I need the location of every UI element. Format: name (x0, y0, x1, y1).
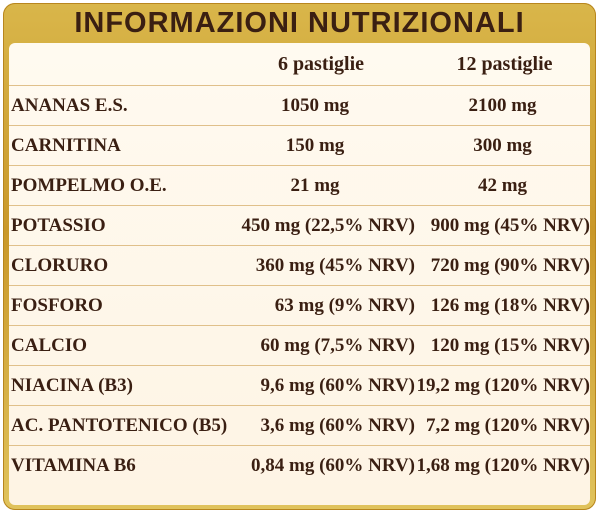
nutrition-panel: INFORMAZIONI NUTRIZIONALI 6 pastiglie 12… (3, 3, 596, 510)
nutrition-table: 6 pastiglie 12 pastiglie ANANAS E.S. 1050… (9, 43, 590, 505)
table-row: NIACINA (B3) 9,6 mg (60% NRV) 19,2 mg (120… (9, 365, 590, 405)
value-12-pastiglie: 7,2 mg (120% NRV) (426, 415, 590, 436)
table-row: VITAMINA B6 0,84 mg (60% NRV) 1,68 mg (120… (9, 445, 590, 485)
value-6-pastiglie: 9,6 mg (60% NRV) (260, 375, 415, 396)
value-12-pastiglie: 300 mg (473, 135, 532, 156)
table-row: FOSFORO 63 mg (9% NRV) 126 mg (18% NRV) (9, 285, 590, 325)
column-header-12-pastiglie: 12 pastiglie (456, 53, 553, 75)
table-row: AC. PANTOTENICO (B5) 3,6 mg (60% NRV) 7,2 … (9, 405, 590, 445)
value-12-pastiglie: 126 mg (18% NRV) (430, 295, 590, 316)
nutrient-name: CLORURO (11, 255, 109, 276)
value-12-pastiglie: 720 mg (90% NRV) (430, 255, 590, 276)
nutrient-name: AC. PANTOTENICO (B5) (11, 415, 228, 436)
table-header: 6 pastiglie 12 pastiglie (9, 43, 590, 85)
table-row: POTASSIO 450 mg (22,5% NRV) 900 mg (45% NR… (9, 205, 590, 245)
value-6-pastiglie: 63 mg (9% NRV) (274, 295, 415, 316)
value-6-pastiglie: 360 mg (45% NRV) (255, 255, 415, 276)
value-12-pastiglie: 42 mg (477, 175, 528, 196)
value-6-pastiglie: 150 mg (285, 135, 345, 156)
table-row: ANANAS E.S. 1050 mg 2100 mg (9, 85, 590, 125)
nutrient-name: ANANAS E.S. (11, 95, 128, 116)
value-6-pastiglie: 60 mg (7,5% NRV) (260, 335, 415, 356)
table-row: CARNITINA 150 mg 300 mg (9, 125, 590, 165)
value-12-pastiglie: 120 mg (15% NRV) (430, 335, 590, 356)
value-12-pastiglie: 900 mg (45% NRV) (430, 215, 590, 236)
value-12-pastiglie: 1,68 mg (120% NRV) (416, 455, 590, 476)
panel-title: INFORMAZIONI NUTRIZIONALI (74, 6, 525, 39)
value-6-pastiglie: 3,6 mg (60% NRV) (260, 415, 415, 436)
value-6-pastiglie: 450 mg (22,5% NRV) (241, 215, 415, 236)
table-body: ANANAS E.S. 1050 mg 2100 mg CARNITINA 150 mg… (9, 85, 590, 485)
nutrient-name: VITAMINA B6 (11, 455, 136, 476)
nutrient-name: POMPELMO O.E. (11, 175, 167, 196)
nutrient-name: CARNITINA (11, 135, 121, 156)
nutrient-name: POTASSIO (11, 215, 106, 236)
nutrient-name: NIACINA (B3) (11, 375, 133, 396)
value-6-pastiglie: 1050 mg (280, 95, 350, 116)
value-12-pastiglie: 19,2 mg (120% NRV) (416, 375, 590, 396)
nutrient-name: FOSFORO (11, 295, 103, 316)
column-header-6-pastiglie: 6 pastiglie (277, 53, 365, 75)
table-row: CALCIO 60 mg (7,5% NRV) 120 mg (15% NRV) (9, 325, 590, 365)
value-12-pastiglie: 2100 mg (468, 95, 537, 116)
title-bar: INFORMAZIONI NUTRIZIONALI (3, 3, 596, 43)
value-6-pastiglie: 21 mg (290, 175, 340, 196)
table-row: CLORURO 360 mg (45% NRV) 720 mg (90% NRV) (9, 245, 590, 285)
table-row: POMPELMO O.E. 21 mg 42 mg (9, 165, 590, 205)
nutrient-name: CALCIO (11, 335, 88, 356)
value-6-pastiglie: 0,84 mg (60% NRV) (251, 455, 415, 476)
